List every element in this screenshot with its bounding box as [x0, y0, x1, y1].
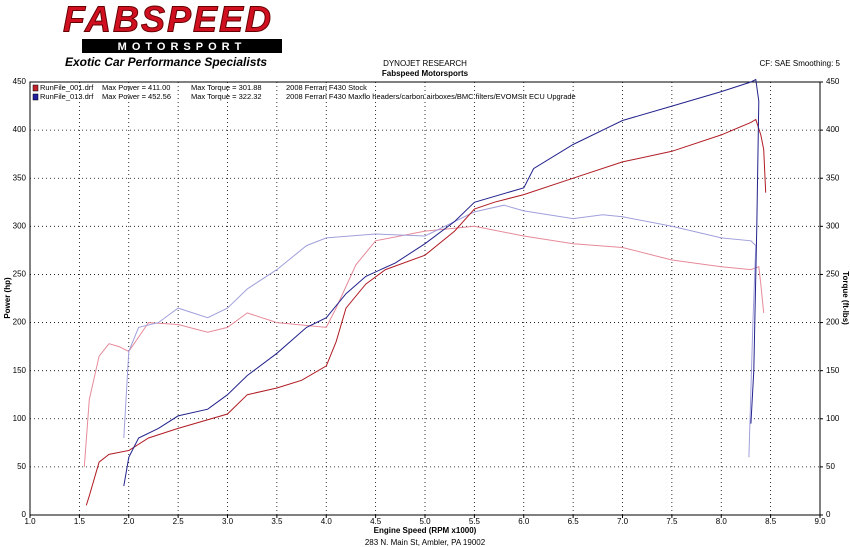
legend-max-torque: Max Torque = 322.32 [191, 92, 262, 101]
y-tick-label: 300 [13, 221, 27, 230]
data-line [85, 118, 767, 506]
logo-bar [82, 39, 282, 53]
legend-description: 2008 Ferrari F430 Maxflo headers/carbon … [286, 92, 576, 101]
data-line [123, 204, 757, 458]
x-tick-label: 1.5 [74, 517, 86, 526]
x-tick-label: 2.5 [173, 517, 185, 526]
subtitle: Fabspeed Motorsports [382, 69, 469, 78]
y-tick-label: 400 [13, 125, 27, 134]
y2-tick-label: 250 [826, 270, 840, 279]
y2-tick-label: 200 [826, 318, 840, 327]
x-tick-label: 3.0 [222, 517, 234, 526]
x-tick-label: 2.0 [123, 517, 135, 526]
x-tick-label: 3.5 [271, 517, 283, 526]
legend-file: RunFile_013.drf [40, 92, 94, 101]
y-tick-label: 0 [22, 510, 27, 519]
legend-description: 2008 Ferrari F430 Stock [286, 83, 367, 92]
y2-axis-label: Torque (ft-lbs) [841, 271, 850, 325]
legend-swatch [32, 84, 39, 92]
tagline: Exotic Car Performance Specialists [65, 55, 267, 69]
y-tick-label: 350 [13, 173, 27, 182]
y2-tick-label: 300 [826, 221, 840, 230]
title: DYNOJET RESEARCH [383, 59, 467, 68]
y2-tick-label: 150 [826, 366, 840, 375]
legend-max-power: Max Power = 411.00 [102, 83, 170, 92]
x-tick-label: 8.5 [765, 517, 777, 526]
legend-max-power: Max Power = 452.56 [102, 92, 171, 101]
x-tick-label: 8.0 [716, 517, 728, 526]
y-tick-label: 250 [13, 270, 27, 279]
legend-max-torque: Max Torque = 301.88 [191, 83, 262, 92]
footer: 283 N. Main St, Ambler, PA 19002 [365, 538, 486, 547]
data-line [123, 78, 760, 487]
y2-tick-label: 0 [826, 510, 831, 519]
y-tick-label: 100 [13, 414, 27, 423]
x-tick-label: 7.5 [666, 517, 678, 526]
y2-tick-label: 350 [826, 173, 840, 182]
settings: CF: SAE Smoothing: 5 [760, 59, 841, 68]
y-tick-label: 150 [13, 366, 27, 375]
y2-tick-label: 400 [826, 125, 840, 134]
logo-sub: MOTORSPORT [118, 41, 247, 53]
legend-swatch [32, 93, 39, 101]
x-tick-label: 5.5 [469, 517, 481, 526]
y-tick-label: 450 [13, 77, 27, 86]
data-line [83, 225, 765, 467]
x-tick-label: 6.5 [568, 517, 580, 526]
y-tick-label: 50 [17, 462, 26, 471]
x-tick-label: 7.0 [617, 517, 629, 526]
x-tick-label: 6.0 [518, 517, 530, 526]
x-tick-label: 5.0 [419, 517, 431, 526]
x-tick-label: 4.5 [370, 517, 382, 526]
y-axis-label: Power (hp) [3, 277, 12, 319]
y2-tick-label: 50 [826, 462, 835, 471]
y-tick-label: 200 [13, 318, 27, 327]
x-tick-label: 4.0 [321, 517, 333, 526]
x-axis-label: Engine Speed (RPM x1000) [374, 526, 477, 535]
x-tick-label: 9.0 [814, 517, 826, 526]
legend-file: RunFile_001.drf [40, 83, 94, 92]
y2-tick-label: 450 [826, 77, 840, 86]
x-tick-label: 1.0 [24, 517, 36, 526]
logo: FABSPEED MOTORSPORT Exotic Car Performan… [62, 0, 282, 69]
logo-text: FABSPEED [63, 0, 273, 40]
y2-tick-label: 100 [826, 414, 840, 423]
